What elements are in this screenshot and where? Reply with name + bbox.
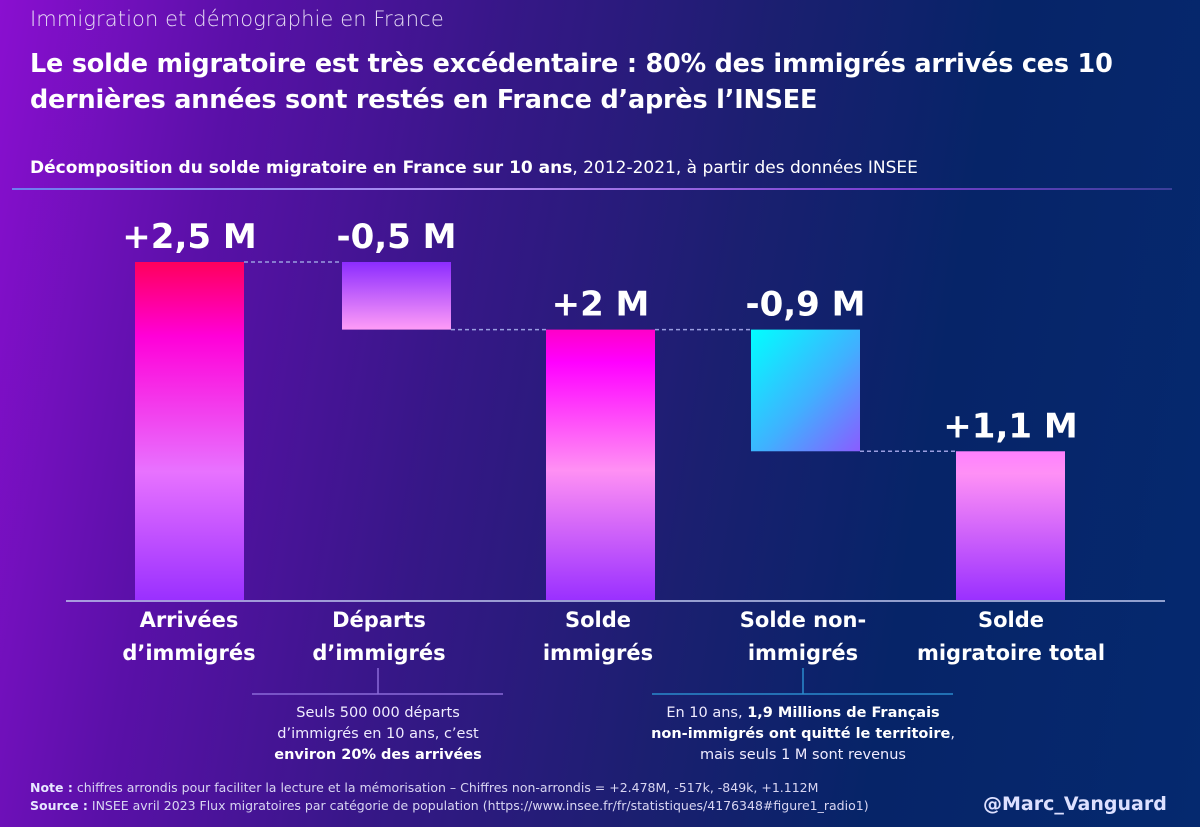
subtitle-divider	[12, 188, 1172, 190]
annotation-non-immigres-line1-bold: 1,9 Millions de Français	[747, 705, 940, 721]
annotation-non-immigres-line1-plain: En 10 ans,	[666, 705, 748, 721]
annotation-non-immigres-line2-plain: ,	[950, 726, 955, 742]
value-label: -0,9 M	[745, 285, 865, 325]
annotation-non-immigres: En 10 ans, 1,9 Millions de Français non-…	[618, 703, 988, 766]
category-label-solde-total: Solde migratoire total	[916, 608, 1106, 665]
note-text: chiffres arrondis pour faciliter la lect…	[72, 780, 819, 795]
category-label-departs: Départs d’immigrés	[312, 608, 446, 665]
value-label: +1,1 M	[943, 406, 1077, 446]
footer-source: Source : INSEE avril 2023 Flux migratoir…	[30, 798, 869, 813]
category-label-arrivees: Arrivées d’immigrés	[122, 608, 256, 665]
chart-subtitle: Décomposition du solde migratoire en Fra…	[30, 158, 918, 178]
bar-solde-non-immigres	[751, 329, 860, 452]
subtitle-rest: , 2012-2021, à partir des données INSEE	[572, 158, 918, 178]
bar-departs	[342, 262, 451, 330]
footer-note: Note : chiffres arrondis pour faciliter …	[30, 780, 818, 795]
kicker-title: Immigration et démographie en France	[30, 7, 444, 31]
category-label-solde-non-immigres: Solde non-immigrés	[739, 608, 867, 665]
category-label-solde-immigres: Solde immigrés	[542, 608, 654, 665]
annotation-departures-line2: d’immigrés en 10 ans, c’est	[277, 726, 479, 742]
note-label: Note :	[30, 780, 73, 795]
bar-solde-immigres	[546, 329, 655, 600]
value-label: +2 M	[552, 285, 650, 325]
bar-arrivees	[135, 262, 244, 600]
annotation-departures: Seuls 500 000 départs d’immigrés en 10 a…	[238, 703, 518, 766]
annotation-non-immigres-line3: mais seuls 1 M sont revenus	[700, 747, 906, 763]
subtitle-bold: Décomposition du solde migratoire en Fra…	[30, 158, 573, 178]
value-label: +2,5 M	[122, 217, 256, 257]
bar-solde-total	[956, 451, 1065, 600]
annotation-departures-line1: Seuls 500 000 départs	[296, 705, 460, 721]
author-handle: @Marc_Vanguard	[983, 793, 1167, 815]
value-label: -0,5 M	[336, 217, 456, 257]
annotation-non-immigres-line2-bold: non-immigrés ont quitté le territoire	[651, 726, 951, 742]
annotation-departures-line3: environ 20% des arrivées	[274, 747, 482, 763]
source-label: Source :	[30, 798, 88, 813]
main-title: Le solde migratoire est très excédentair…	[30, 49, 1113, 115]
source-text: INSEE avril 2023 Flux migratoires par ca…	[87, 798, 869, 813]
